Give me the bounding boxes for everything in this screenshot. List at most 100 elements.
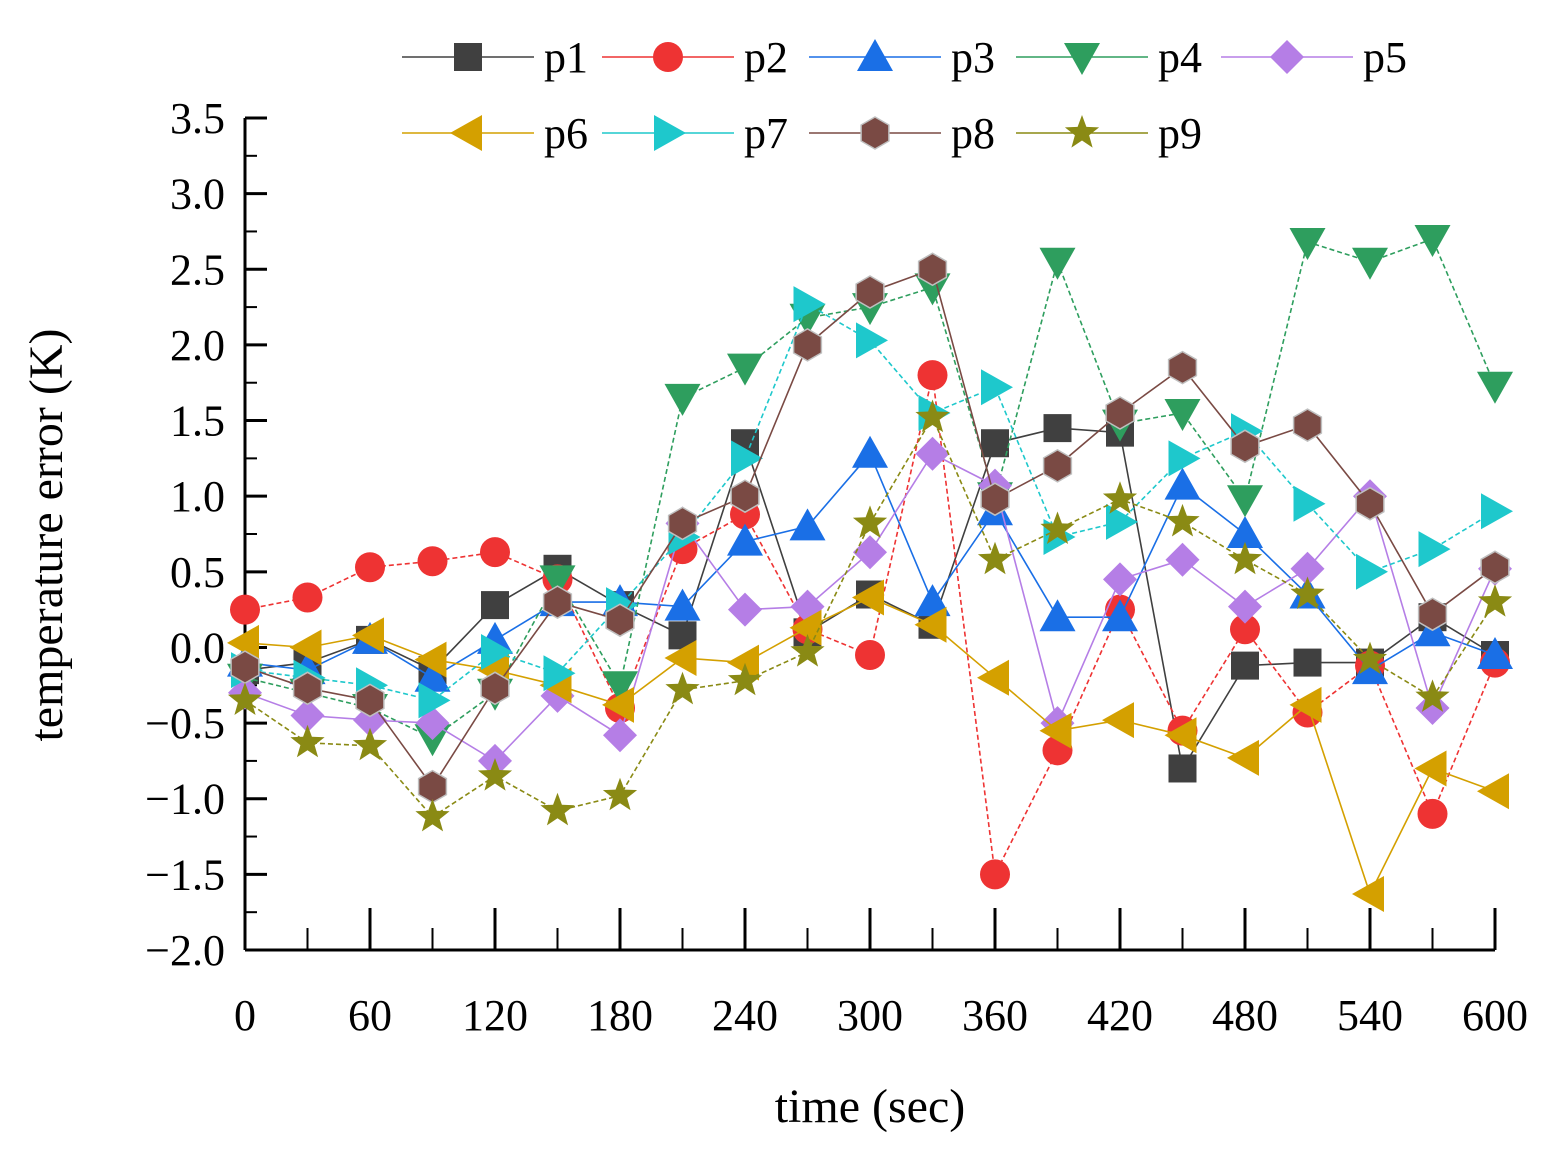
data-point-p8	[1167, 350, 1198, 385]
x-tick-label: 300	[837, 991, 903, 1040]
data-point-p4	[727, 353, 763, 386]
legend-label: p5	[1363, 33, 1407, 82]
data-point-p6	[602, 686, 634, 723]
data-point-p7	[856, 322, 888, 359]
data-point-p4	[1477, 371, 1513, 404]
x-tick-label: 420	[1087, 991, 1153, 1040]
y-tick-label: 2.5	[170, 245, 225, 294]
data-point-p2	[230, 594, 260, 625]
series-p6	[227, 579, 1509, 912]
data-point-p7	[543, 655, 576, 692]
data-point-p6	[977, 659, 1009, 696]
data-point-p6	[227, 624, 259, 661]
data-point-p9	[1477, 584, 1513, 617]
data-point-p5	[1290, 551, 1325, 586]
data-point-p8	[730, 479, 760, 514]
data-point-p4	[1414, 225, 1451, 257]
x-tick-label: 540	[1337, 991, 1403, 1040]
data-point-p5	[290, 698, 325, 733]
data-point-p1	[1231, 651, 1259, 680]
data-point-p4	[1039, 247, 1076, 280]
x-tick-label: 360	[962, 991, 1028, 1040]
data-point-p6	[727, 644, 759, 681]
data-point-p6	[789, 609, 822, 646]
data-point-p5	[1228, 589, 1262, 624]
legend-marker	[1270, 40, 1304, 74]
data-point-p7	[793, 286, 826, 323]
data-point-p8	[855, 275, 885, 309]
series-p9	[227, 399, 1513, 832]
data-point-p6	[852, 579, 884, 616]
data-point-p4	[1164, 399, 1201, 431]
series-p8	[230, 252, 1510, 804]
data-point-p8	[1105, 396, 1135, 430]
x-tick-label: 0	[234, 991, 256, 1040]
data-point-p9	[1352, 641, 1388, 675]
x-axis-title: time (sec)	[775, 1080, 966, 1133]
data-point-p8	[980, 482, 1010, 517]
data-point-p1	[981, 429, 1009, 458]
data-point-p6	[1227, 739, 1259, 776]
data-point-p8	[355, 683, 385, 718]
data-point-p9	[1290, 576, 1325, 610]
data-point-p2	[980, 859, 1010, 890]
data-point-p9	[1165, 503, 1200, 537]
data-point-p7	[1293, 485, 1326, 522]
legend-item-p3: p3	[809, 33, 995, 82]
data-point-p6	[289, 629, 322, 666]
data-point-p9	[727, 662, 763, 696]
y-tick-label: 2.0	[170, 321, 225, 370]
data-point-p4	[539, 565, 576, 598]
data-point-p1	[481, 591, 509, 620]
y-tick-label: −1.0	[145, 775, 225, 824]
legend-label: p6	[544, 109, 588, 158]
data-point-p9	[477, 758, 513, 791]
data-point-p3	[1352, 652, 1388, 685]
data-point-p9	[1415, 679, 1450, 712]
data-point-p6	[352, 617, 384, 654]
data-point-p2	[417, 546, 448, 577]
data-point-p5	[915, 436, 950, 471]
data-point-p8	[417, 769, 448, 804]
data-point-p4	[414, 724, 451, 757]
data-point-p8	[917, 252, 948, 287]
data-point-p3	[1227, 516, 1263, 548]
y-tick-label: −0.5	[145, 699, 225, 748]
data-point-p3	[914, 584, 951, 617]
data-point-p8	[1417, 597, 1448, 632]
data-point-p9	[540, 792, 575, 826]
data-point-p9	[602, 777, 638, 811]
data-point-p9	[790, 634, 825, 667]
data-point-p7	[1168, 440, 1201, 477]
legend-label: p2	[744, 33, 788, 82]
y-tick-label: 3.5	[170, 94, 225, 143]
data-point-p9	[290, 724, 325, 758]
data-point-p6	[1039, 712, 1072, 749]
data-point-p9	[352, 727, 388, 761]
data-point-p8	[1042, 449, 1073, 483]
data-point-p2	[917, 360, 948, 391]
data-point-p4	[1289, 228, 1326, 260]
data-point-p3	[1102, 599, 1138, 632]
legend-item-p9: p9	[1016, 109, 1202, 158]
data-point-p8	[1355, 486, 1385, 521]
data-point-p8	[480, 671, 510, 706]
legend-item-p5: p5	[1221, 33, 1407, 82]
data-point-p3	[1164, 467, 1201, 500]
y-tick-label: −1.5	[145, 850, 225, 899]
data-point-p4	[914, 273, 951, 306]
legend-label: p1	[544, 33, 588, 82]
data-point-p9	[915, 399, 950, 433]
series-line-p9	[244, 415, 1496, 818]
data-point-p2	[1417, 798, 1448, 829]
legend-marker	[1064, 115, 1100, 148]
legend-item-p1: p1	[402, 33, 588, 82]
data-point-p7	[1481, 493, 1513, 530]
data-point-p3	[664, 588, 701, 621]
y-tick-label: 0.0	[170, 623, 225, 672]
x-tick-label: 240	[712, 991, 778, 1040]
data-point-p5	[1165, 542, 1200, 577]
data-point-p6	[1102, 702, 1134, 739]
x-tick-label: 480	[1212, 991, 1278, 1040]
data-point-p7	[1356, 553, 1388, 590]
